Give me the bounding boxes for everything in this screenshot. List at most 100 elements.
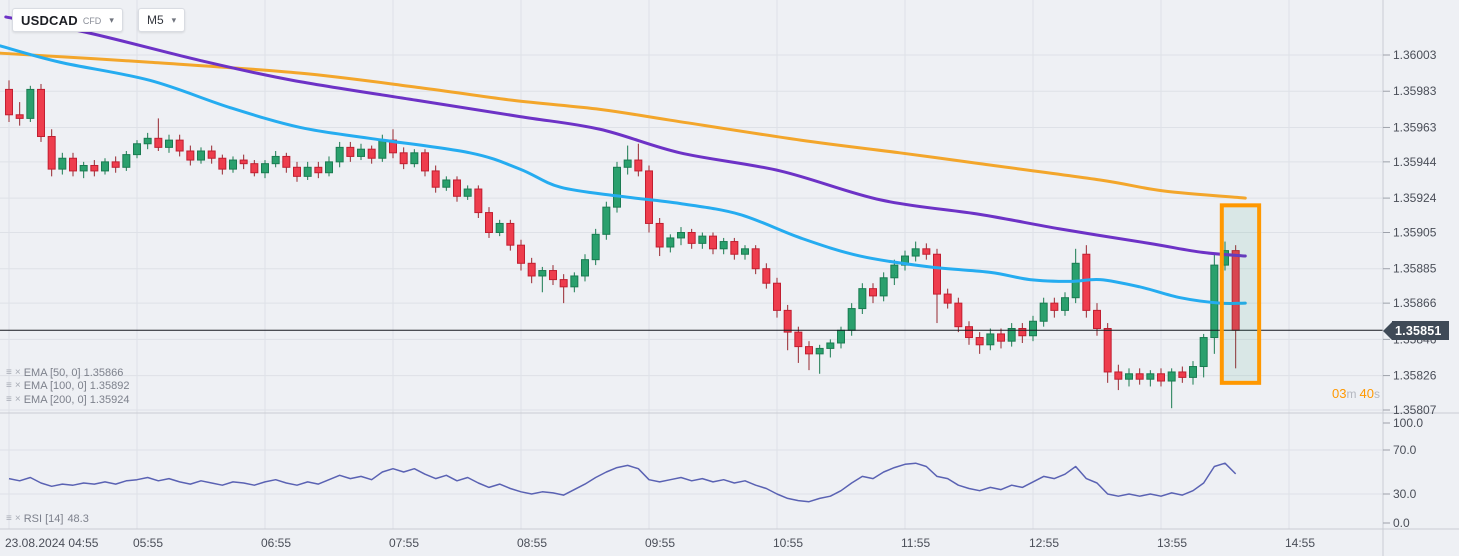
indicator-settings-icon[interactable]: ≡ [6,512,12,524]
candle-body [1146,373,1155,380]
candle-body [271,155,280,165]
price-tick-label: 1.35924 [1393,191,1437,205]
time-axis-label: 06:55 [261,536,291,550]
rsi-tick-label: 100.0 [1393,416,1423,430]
candle-body [858,288,867,310]
candle-body [645,170,654,224]
candle-body [133,143,142,156]
candle-body [613,166,622,208]
timeframe-selector[interactable]: M5 ▾ [138,8,186,32]
candle-body [1189,366,1198,378]
candle-body [559,279,568,288]
candle-body [122,154,131,168]
indicator-remove-icon[interactable]: × [14,366,21,378]
candle-body [741,248,750,255]
ema200-line [0,51,1247,200]
candle-body [197,150,206,161]
candle-body [1157,373,1166,382]
candle-body [591,233,600,261]
candle-body [293,166,302,177]
candle-body [1039,302,1048,322]
symbol-selector[interactable]: USDCAD CFD ▾ [12,8,123,32]
candle-body [90,164,99,172]
candle-body [879,277,888,297]
candle-body [666,237,675,248]
rsi-legend: ≡ × RSI [14] 48.3 [6,512,89,526]
candle-body [79,164,88,172]
candle-body [517,244,526,264]
candle-body [933,253,942,295]
candle-body [1007,327,1016,342]
candle-body [890,264,899,279]
price-tick-label: 1.35983 [1393,84,1437,98]
candle-body [431,170,440,188]
candle-body [154,137,163,148]
candle-body [346,146,355,157]
candle-body [378,139,387,159]
candle-body [677,232,686,239]
rsi-legend-value: 48.3 [67,512,89,525]
candle-body [922,248,931,255]
candle-body [1093,309,1102,329]
candle-body [602,206,611,235]
candle-body [570,275,579,288]
symbol-name: USDCAD [21,12,78,28]
candle-body [783,309,792,333]
time-axis-label: 07:55 [389,536,419,550]
candle-body [623,159,632,168]
candle-body [282,155,291,168]
ema50-legend-row: ≡ × EMA [50, 0] 1.35866 [6,366,130,380]
candle-body [26,88,35,119]
candle-body [165,139,174,148]
candle-body [698,235,707,244]
candle-body [367,148,376,159]
rsi-legend-label: RSI [14] [23,512,64,525]
highlight-box [1219,203,1262,385]
candle-body [730,241,739,255]
candle-body [495,222,504,234]
candle-body [1050,302,1059,311]
indicator-settings-icon[interactable]: ≡ [6,393,12,405]
candle-body [15,114,24,119]
chevron-down-icon: ▾ [171,14,177,25]
candle-body [997,333,1006,342]
candle-body [250,163,259,174]
time-axis-label: 13:55 [1157,536,1187,550]
rsi-tick-label: 0.0 [1393,516,1410,530]
candle-body [218,157,227,170]
ema50-line [0,44,1247,306]
rsi-legend-row: ≡ × RSI [14] 48.3 [6,512,89,526]
ema200-legend-label: EMA [200, 0] 1.35924 [23,393,130,406]
candle-body [175,139,184,152]
candle-body [1082,253,1091,311]
countdown-minutes: 03 [1332,386,1347,401]
candle-body [527,262,536,277]
countdown-seconds-unit: s [1373,387,1380,401]
indicator-remove-icon[interactable]: × [14,380,21,392]
indicator-settings-icon[interactable]: ≡ [6,366,12,378]
candle-body [762,268,771,284]
candle-body [143,137,152,145]
candle-body [69,157,78,172]
time-axis-label: 11:55 [901,536,930,550]
candle-body [805,346,814,355]
time-axis-label: 09:55 [645,536,675,550]
price-tick-label: 1.35905 [1393,226,1437,240]
candle-body [399,152,408,165]
candle-body [357,148,366,157]
candle-body [815,347,824,355]
candle-body [1199,337,1208,368]
rsi-tick-label: 30.0 [1393,487,1417,501]
chevron-down-icon: ▾ [109,14,114,25]
candle-body [101,161,110,172]
indicator-remove-icon[interactable]: × [14,393,21,405]
rsi-line [8,462,1237,503]
indicator-remove-icon[interactable]: × [14,512,21,524]
candle-body [954,302,963,328]
indicator-settings-icon[interactable]: ≡ [6,380,12,392]
current-price-tag: 1.35851 [1383,321,1449,340]
candle-body [410,152,419,165]
price-tag-arrow-icon [1383,321,1392,340]
